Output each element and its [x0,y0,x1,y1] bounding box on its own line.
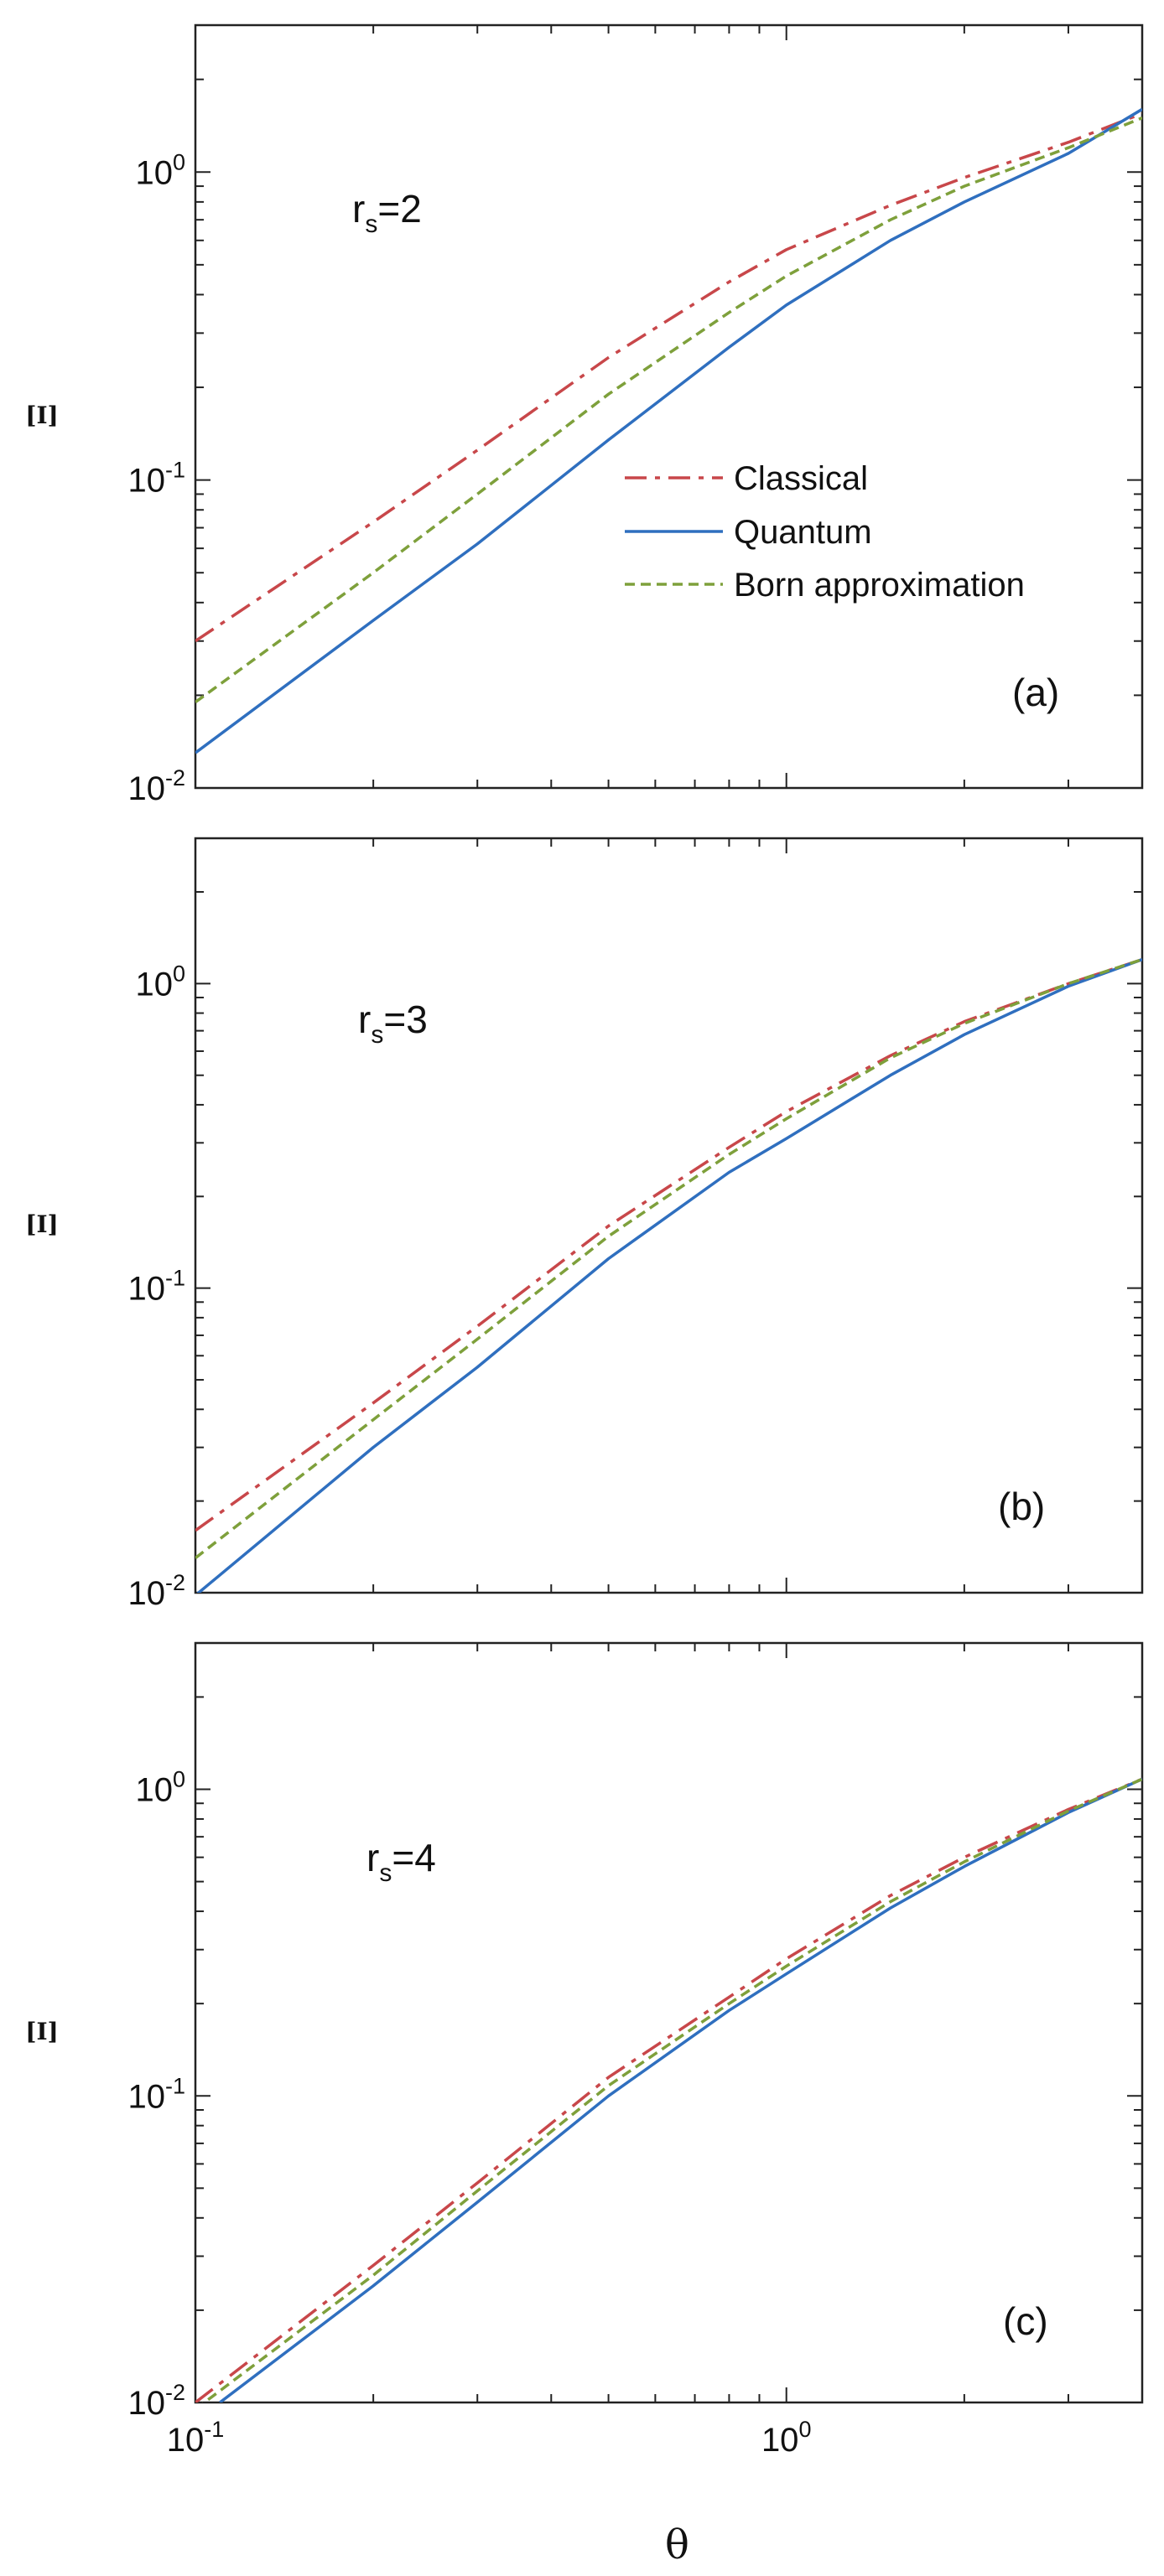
series-line-born-approximation [195,957,1142,1559]
series-line-classical [195,111,1142,643]
y-tick-exponent: -2 [165,765,185,790]
rs-annotation-base: r [358,998,371,1041]
series-line-born-approximation [201,1777,1142,2402]
rs-annotation-subscript: s [379,1859,392,1887]
plot-frame [194,23,1144,790]
y-tick-base: 10 [127,1575,165,1612]
series-line-classical [195,957,1142,1532]
x-axis-label: θ [665,2522,689,2568]
rs-annotation-value: =2 [377,187,421,231]
y-tick-base: 10 [135,154,173,191]
y-tick-base: 10 [127,463,165,500]
series-line-quantum [219,1777,1142,2402]
panel-tag: (b) [998,1485,1045,1528]
series-line-quantum [196,957,1142,1593]
y-tick-exponent: -1 [165,1266,185,1291]
legend: Classical Quantum Born approximation [625,460,1025,604]
y-axis-label: [I] [25,1210,59,1238]
y-tick-exponent: -1 [165,2073,185,2098]
y-tick-base: 10 [127,1271,165,1308]
plot-frame [194,1641,1144,2404]
rs-annotation: rs=3 [358,998,428,1049]
plot-frame [194,837,1144,1594]
panel-tag: (c) [1003,2299,1048,2343]
y-tick-label: 100 [135,1767,185,1809]
panel-1: 10-210-1100[I]rs=2(a)ClassicalQuantumBor… [25,23,1144,807]
rs-annotation-base: r [352,187,365,231]
series-line-quantum [195,107,1142,754]
rs-annotation-value: =3 [383,998,427,1041]
y-tick-base: 10 [127,770,165,807]
y-tick-label: 100 [135,961,185,1003]
y-tick-base: 10 [127,2078,165,2115]
x-tick-label: 100 [761,2417,812,2459]
y-axis-label: [I] [25,2018,59,2045]
y-tick-base: 10 [135,966,173,1003]
rs-annotation-subscript: s [371,1021,383,1049]
y-tick-exponent: 0 [173,1767,185,1792]
series-line-born-approximation [195,116,1142,704]
rs-annotation: rs=4 [366,1836,436,1887]
legend-label: Quantum [734,514,872,551]
y-tick-exponent: -1 [165,458,185,483]
x-tick-base: 10 [167,2422,205,2459]
y-tick-exponent: 0 [173,149,185,174]
y-tick-base: 10 [135,1772,173,1809]
x-tick-exponent: -1 [204,2417,224,2442]
x-tick-exponent: 0 [798,2417,811,2442]
y-tick-label: 10-1 [127,1266,185,1308]
x-tick-label: 10-1 [167,2417,225,2459]
rs-annotation-subscript: s [365,210,377,238]
y-tick-exponent: -2 [165,1570,185,1595]
y-tick-base: 10 [127,2385,165,2422]
y-tick-exponent: -2 [165,2380,185,2405]
panel-tag: (a) [1012,671,1059,714]
y-tick-label: 10-1 [127,2073,185,2115]
rs-annotation-value: =4 [392,1836,435,1879]
y-tick-label: 10-2 [127,1570,185,1612]
rs-annotation-base: r [366,1836,379,1879]
legend-label: Classical [734,460,868,497]
y-tick-label: 10-1 [127,458,185,500]
y-tick-label: 100 [135,149,185,191]
y-tick-label: 10-2 [127,2380,185,2422]
series-line-classical [195,1777,1142,2402]
y-axis-label: [I] [25,402,59,429]
legend-label: Born approximation [734,567,1025,604]
rs-annotation: rs=2 [352,187,422,238]
y-tick-exponent: 0 [173,961,185,986]
x-tick-base: 10 [761,2422,799,2459]
y-tick-label: 10-2 [127,765,185,807]
